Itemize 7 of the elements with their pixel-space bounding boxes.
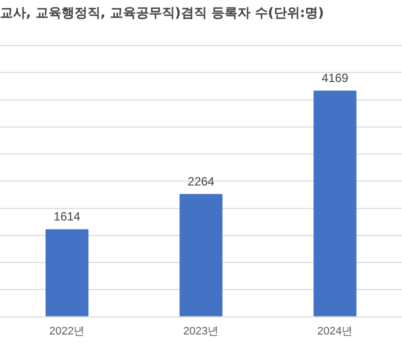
data-label: 2264 [188, 174, 215, 188]
x-tick-label: 2023년 [183, 325, 219, 338]
data-label: 4169 [322, 70, 349, 85]
x-tick-label: 2022년 [49, 325, 85, 338]
x-tick-label: 2024년 [317, 325, 353, 338]
chart-title: 교사, 교육행정직, 교육공무직)겸직 등록자 수(단위:명) [0, 6, 324, 22]
data-label: 1614 [54, 210, 81, 224]
